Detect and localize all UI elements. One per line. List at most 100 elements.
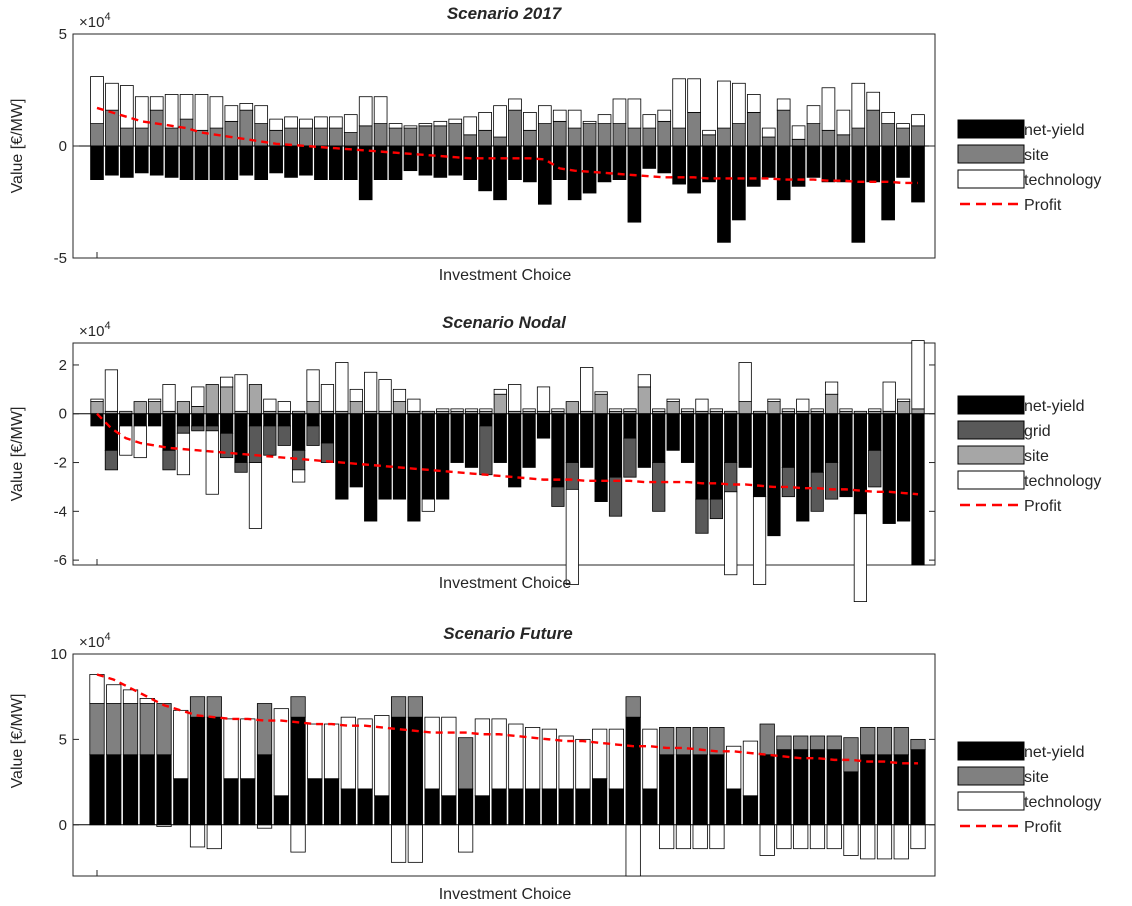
y-tick-label: 5 xyxy=(59,26,67,43)
net-yield-bar xyxy=(478,145,492,192)
net-yield-bar xyxy=(239,145,254,176)
technology-bar xyxy=(106,684,122,704)
site-bar xyxy=(597,123,612,147)
site-bar xyxy=(418,125,433,147)
technology-bar xyxy=(479,408,493,412)
grid-bar xyxy=(652,462,666,512)
site-bar xyxy=(493,136,507,147)
site-bar xyxy=(738,401,752,415)
net-yield-bar xyxy=(552,145,567,180)
site-bar xyxy=(911,125,925,147)
site-bar xyxy=(478,129,492,147)
technology-bar xyxy=(552,109,567,122)
net-yield-bar xyxy=(796,413,810,522)
technology-bar xyxy=(284,116,298,129)
site-bar xyxy=(612,123,627,147)
bar-layer xyxy=(90,340,925,602)
site-bar xyxy=(824,393,839,415)
net-yield-bar xyxy=(687,145,701,194)
net-yield-bar xyxy=(558,788,574,826)
technology-bar xyxy=(724,491,738,576)
net-yield-bar xyxy=(493,413,507,463)
site-bar xyxy=(349,401,363,415)
net-yield-bar xyxy=(474,795,490,826)
site-bar xyxy=(392,401,407,415)
net-yield-bar xyxy=(106,754,122,826)
technology-bar xyxy=(307,723,323,780)
site-bar xyxy=(761,136,776,147)
technology-bar xyxy=(860,824,876,860)
net-yield-bar xyxy=(692,754,708,826)
technology-bar xyxy=(637,374,651,388)
legend-label: technology xyxy=(1024,473,1101,490)
technology-bar xyxy=(538,105,552,125)
net-yield-bar xyxy=(464,413,479,468)
y-tick-label: 0 xyxy=(59,817,67,834)
technology-bar xyxy=(403,125,418,129)
net-yield-bar xyxy=(702,145,716,183)
panel-title: Scenario Future xyxy=(443,624,572,643)
technology-bar xyxy=(525,727,541,790)
net-yield-bar xyxy=(349,413,363,488)
net-yield-bar xyxy=(433,145,448,178)
technology-bar xyxy=(335,362,349,412)
technology-bar xyxy=(695,398,709,412)
site-bar xyxy=(826,735,842,751)
site-bar xyxy=(746,112,761,147)
legend-swatch-grid xyxy=(957,420,1025,440)
technology-bar xyxy=(672,78,686,129)
net-yield-bar xyxy=(122,754,139,826)
site-bar xyxy=(493,393,507,415)
technology-bar xyxy=(752,496,767,585)
y-axis-label: Value [€/MW] xyxy=(9,99,26,194)
grid-bar xyxy=(248,425,263,463)
site-bar xyxy=(122,703,139,756)
y-tick-layer: 0 5 10 xyxy=(50,646,935,876)
technology-bar xyxy=(306,369,320,402)
legend-label: net-yield xyxy=(1024,398,1084,415)
net-yield-bar xyxy=(709,413,723,500)
technology-bar xyxy=(551,408,565,412)
y-tick-label: 5 xyxy=(59,731,67,748)
net-yield-bar xyxy=(284,145,298,178)
legend-label: Profit xyxy=(1024,819,1062,836)
net-yield-bar xyxy=(893,754,909,826)
net-yield-bar xyxy=(436,413,450,500)
technology-bar xyxy=(580,366,594,412)
site-bar xyxy=(134,127,149,147)
net-yield-bar xyxy=(191,413,205,427)
net-yield-bar xyxy=(357,788,373,826)
technology-bar xyxy=(726,745,742,790)
legend: net-yield site technology Profit xyxy=(957,741,1101,836)
net-yield-bar xyxy=(866,145,881,183)
technology-bar xyxy=(742,740,759,797)
net-yield-bar xyxy=(523,145,537,183)
net-yield-bar xyxy=(448,145,463,176)
panel-scenario-nodal: -6 -4 -2 0 2 Scenario Nodal ×104 Investment … xyxy=(9,313,1101,602)
technology-bar xyxy=(826,824,842,850)
profit-line xyxy=(96,673,918,765)
net-yield-bar xyxy=(254,145,269,180)
technology-bar xyxy=(176,432,191,476)
net-yield-bar xyxy=(724,413,738,463)
net-yield-bar xyxy=(860,754,876,826)
net-yield-bar xyxy=(836,145,851,183)
site-bar xyxy=(657,120,672,147)
net-yield-bar xyxy=(666,413,680,451)
grid-bar xyxy=(320,442,335,463)
legend-label: grid xyxy=(1024,423,1051,440)
grid-bar xyxy=(824,462,839,500)
technology-bar xyxy=(592,728,608,780)
technology-bar xyxy=(256,824,273,829)
technology-bar xyxy=(642,728,658,790)
technology-bar xyxy=(392,388,407,402)
legend-label: net-yield xyxy=(1024,122,1084,139)
net-yield-bar xyxy=(608,788,625,826)
technology-bar xyxy=(424,716,440,790)
y-tick-label: -5 xyxy=(54,250,67,267)
net-yield-bar xyxy=(491,788,507,826)
technology-bar xyxy=(179,94,194,120)
site-bar xyxy=(358,125,373,147)
profit-line xyxy=(96,412,919,496)
exponent-label: ×104 xyxy=(79,11,111,31)
